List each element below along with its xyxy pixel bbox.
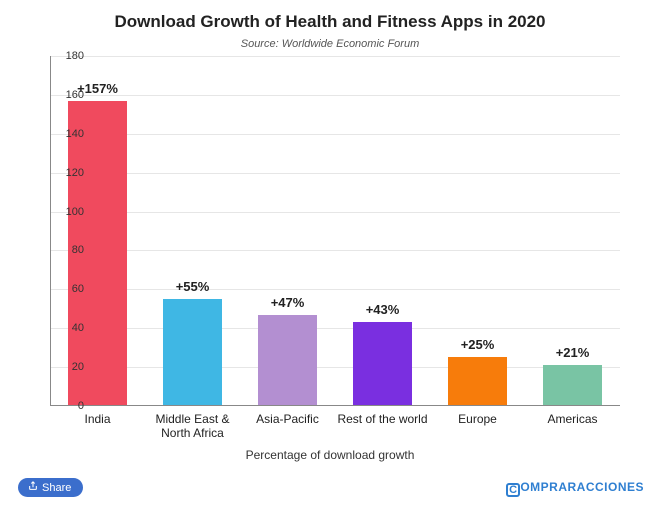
x-tick-label: Americas bbox=[521, 412, 624, 426]
x-axis-title: Percentage of download growth bbox=[0, 448, 660, 462]
y-tick-label: 40 bbox=[44, 322, 84, 334]
bar bbox=[448, 357, 507, 406]
y-tick-label: 180 bbox=[44, 50, 84, 62]
x-tick-label: India bbox=[46, 412, 149, 426]
bar bbox=[353, 322, 412, 406]
bar bbox=[258, 315, 317, 406]
share-label: Share bbox=[42, 482, 71, 494]
x-tick-label: Middle East &North Africa bbox=[141, 412, 244, 441]
bar bbox=[163, 299, 222, 406]
brand-initial: C bbox=[506, 483, 520, 497]
bar-value-label: +43% bbox=[323, 302, 443, 317]
bar-value-label: +157% bbox=[38, 81, 158, 96]
y-tick-label: 20 bbox=[44, 361, 84, 373]
brand-logo: COMPRARACCIONES bbox=[506, 480, 644, 497]
y-tick-label: 60 bbox=[44, 283, 84, 295]
y-tick-label: 80 bbox=[44, 244, 84, 256]
chart-title: Download Growth of Health and Fitness Ap… bbox=[0, 12, 660, 32]
brand-text: OMPRARACCIONES bbox=[520, 480, 644, 494]
bar-value-label: +55% bbox=[133, 279, 253, 294]
y-tick-label: 0 bbox=[44, 400, 84, 412]
y-tick-label: 120 bbox=[44, 167, 84, 179]
y-axis-line bbox=[50, 56, 51, 406]
x-tick-label: Asia-Pacific bbox=[236, 412, 339, 426]
share-icon bbox=[28, 481, 38, 494]
x-tick-label: Rest of the world bbox=[331, 412, 434, 426]
y-tick-label: 100 bbox=[44, 206, 84, 218]
chart-container: Download Growth of Health and Fitness Ap… bbox=[0, 0, 660, 511]
chart-subtitle: Source: Worldwide Economic Forum bbox=[0, 38, 660, 50]
x-axis-line bbox=[50, 405, 620, 406]
x-tick-label: Europe bbox=[426, 412, 529, 426]
y-tick-label: 140 bbox=[44, 128, 84, 140]
bar bbox=[543, 365, 602, 406]
share-button[interactable]: Share bbox=[18, 478, 83, 497]
bar-value-label: +21% bbox=[513, 345, 633, 360]
